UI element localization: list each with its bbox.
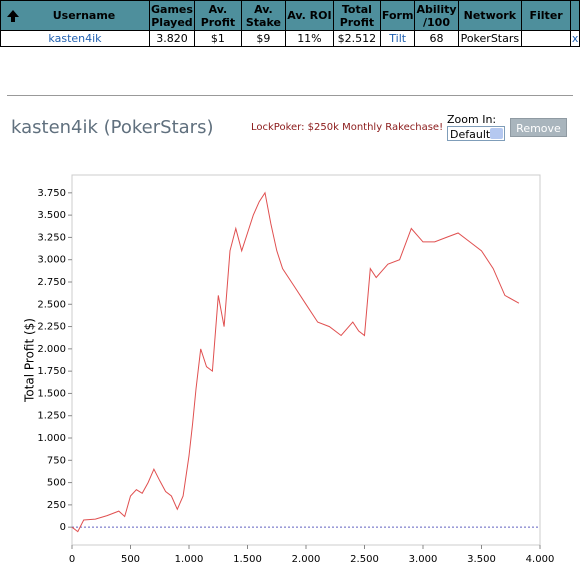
y-tick-label: 0 <box>60 522 66 533</box>
cell: $1 <box>193 30 242 47</box>
x-tick-label: 2.000 <box>292 554 321 565</box>
cell <box>521 30 572 47</box>
player-title: kasten4ik (PokerStars) <box>11 117 214 138</box>
cell: Tilt <box>379 30 416 47</box>
cell[interactable]: kasten4ik <box>0 30 150 47</box>
y-tick-label: 2.000 <box>37 344 66 355</box>
x-tick-label: 1.500 <box>233 554 262 565</box>
y-tick-label: 3.250 <box>37 232 66 243</box>
header-cell[interactable]: Form <box>379 0 416 31</box>
remove-button[interactable]: Remove <box>510 118 567 137</box>
header-cell[interactable]: Total Profit <box>332 0 381 31</box>
header-cell[interactable]: Av. ROI <box>284 0 334 31</box>
x-tick-label: 1.000 <box>175 554 204 565</box>
y-tick-label: 3.750 <box>37 188 66 199</box>
x-tick-label: 4.000 <box>526 554 555 565</box>
username-header[interactable]: Username <box>0 0 150 31</box>
header-row: Username Games Played Av. Profit Av. Sta… <box>0 0 581 31</box>
header-cell: Username <box>52 8 116 22</box>
zoom-selected: Default <box>450 128 491 141</box>
header-cell[interactable]: Av. Stake <box>240 0 286 31</box>
sort-arrow[interactable] <box>6 9 20 23</box>
y-tick-label: 2.750 <box>37 277 66 288</box>
plot-area <box>71 174 541 546</box>
cell: $2.512 <box>332 30 381 47</box>
y-tick-label: 1.250 <box>37 411 66 422</box>
remove-x[interactable]: x <box>570 30 581 47</box>
cell: 68 <box>414 30 459 47</box>
cell: PokerStars <box>457 30 523 47</box>
header-cell[interactable]: Av. Profit <box>193 0 242 31</box>
profit-line <box>71 191 520 533</box>
y-axis-label: Total Profit ($) <box>23 318 37 403</box>
y-tick-label: 1.000 <box>37 433 66 444</box>
x-tick-label: 0 <box>69 554 75 565</box>
x-tick-label: 500 <box>121 554 140 565</box>
x-tick-label: 2.500 <box>350 554 379 565</box>
y-tick-label: 500 <box>47 478 66 489</box>
x-tick-label: 3.500 <box>467 554 496 565</box>
zoom-label: Zoom In: <box>447 113 497 126</box>
cell: 11% <box>284 30 334 47</box>
cell: 3.820 <box>149 30 195 47</box>
header-cell <box>570 0 581 31</box>
x-tick-label: 3.000 <box>409 554 438 565</box>
data-row: kasten4ik 3.820 $1 $9 11% $2.512 Tilt 68… <box>0 30 581 47</box>
y-tick-label: 2.500 <box>37 299 66 310</box>
y-tick-label: 3.500 <box>37 210 66 221</box>
zoom-select[interactable]: Default <box>447 126 505 141</box>
select-arrow[interactable] <box>490 128 503 139</box>
y-tick-label: 1.500 <box>37 388 66 399</box>
y-tick-label: 2.250 <box>37 322 66 333</box>
separator <box>7 95 573 96</box>
y-tick-label: 1.750 <box>37 366 66 377</box>
y-tick-label: 3.000 <box>37 255 66 266</box>
header-cell[interactable]: Network <box>457 0 523 31</box>
promo-link[interactable]: LockPoker: $250k Monthly Rakechase! <box>251 122 444 133</box>
y-tick-label: 250 <box>47 500 66 511</box>
header-cell[interactable]: Games Played <box>149 0 195 31</box>
header-cell[interactable]: Ability /100 <box>414 0 459 31</box>
header-cell: Filter <box>521 0 572 31</box>
cell: $9 <box>240 30 286 47</box>
stats-table: Username Games Played Av. Profit Av. Sta… <box>0 0 581 47</box>
y-tick-label: 750 <box>47 455 66 466</box>
